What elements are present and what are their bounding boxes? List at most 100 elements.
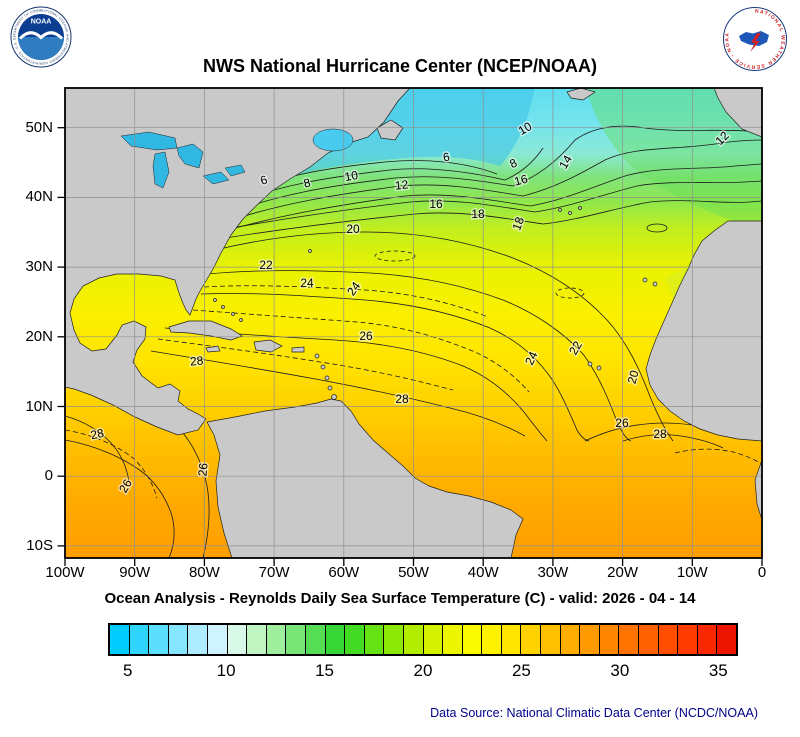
colorbar-tick-label: 15 <box>315 661 335 680</box>
island-hispaniola <box>253 339 283 353</box>
colorbar-segment <box>227 625 248 654</box>
colorbar-tick-label: 35 <box>708 661 728 680</box>
colorbar-segment <box>129 625 150 654</box>
contour-label: 26 <box>615 416 629 430</box>
colorbar-segment <box>247 625 267 654</box>
grid-lines <box>65 88 762 558</box>
lon-tick-label: 0 <box>757 564 767 581</box>
contour-label: 28 <box>653 427 667 441</box>
lon-tick-label: 40W <box>467 564 499 581</box>
colorbar-segment <box>541 625 561 654</box>
land-north-america <box>65 88 411 436</box>
contour-label: 28 <box>189 353 204 368</box>
colorbar-segment <box>305 625 326 654</box>
contour-label: 18 <box>471 207 485 221</box>
contour-label: 16 <box>513 172 530 189</box>
colorbar-segment <box>149 625 169 654</box>
contour-label: 12 <box>394 177 409 192</box>
lon-tick-label: 20W <box>607 564 639 581</box>
colorbar-segment <box>580 625 600 654</box>
colorbar-segment <box>717 625 736 654</box>
lon-tick-label: 70W <box>258 564 290 581</box>
colorbar-segment <box>658 625 679 654</box>
land-newfoundland <box>376 119 404 141</box>
land-masses <box>65 88 762 558</box>
land-south-america <box>206 398 524 558</box>
colorbar-segment <box>501 625 522 654</box>
contour-label: 26 <box>359 329 373 343</box>
nws-lightning-icon <box>750 33 761 52</box>
colorbar-segment <box>521 625 542 654</box>
colorbar-segment <box>110 625 130 654</box>
colorbar-segment <box>266 625 287 654</box>
land-europe <box>713 88 762 138</box>
contour-label: 28 <box>395 392 409 406</box>
lon-tick-label: 80W <box>188 564 220 581</box>
colorbar-segment <box>286 625 306 654</box>
data-source: Data Source: National Climatic Data Cent… <box>430 706 758 720</box>
nws-logo: NATIONAL WEATHER SERVICE - NOAA <box>723 7 787 71</box>
colorbar-tick-label: 30 <box>610 661 630 680</box>
colorbar-segment <box>364 625 385 654</box>
colorbar-segment <box>678 625 698 654</box>
contour-label: 20 <box>625 368 642 385</box>
island-jamaica <box>205 345 221 353</box>
contour-label: 20 <box>346 222 360 236</box>
noaa-label: NOAA <box>31 19 52 26</box>
lat-tick-label: 30N <box>25 258 53 276</box>
lat-tick-label: 40N <box>25 188 53 206</box>
colorbar-tick-label: 10 <box>216 661 236 680</box>
contour-label: 24 <box>300 276 314 290</box>
cold-nw-atlantic-tint <box>235 88 535 196</box>
colorbar-segment <box>345 625 365 654</box>
colorbar-tick-label: 5 <box>122 661 133 680</box>
colorbar-segment <box>599 625 620 654</box>
colorbar-segment <box>168 625 189 654</box>
colorbar-segment <box>482 625 502 654</box>
contour-label: 28 <box>89 426 105 443</box>
colorbar-segment <box>325 625 346 654</box>
noaa-sea-icon <box>18 37 64 60</box>
colorbar-segment <box>697 625 718 654</box>
island-cuba <box>168 320 243 341</box>
colorbar-tick-label: 25 <box>511 661 531 680</box>
lon-tick-label: 10W <box>676 564 708 581</box>
colorbar-segment <box>188 625 208 654</box>
contour-label: 22 <box>259 258 273 272</box>
noaa-gull-icon <box>18 31 64 40</box>
lon-tick-label: 30W <box>537 564 569 581</box>
colorbar-segment <box>619 625 640 654</box>
contour-label: 10 <box>344 168 360 184</box>
map-caption: Ocean Analysis - Reynolds Daily Sea Surf… <box>104 590 696 607</box>
colorbar-segments <box>108 623 738 656</box>
map-frame <box>64 87 763 559</box>
colorbar-segment <box>639 625 659 654</box>
contour-label: 26 <box>195 462 210 477</box>
lat-tick-label: 10N <box>25 397 53 415</box>
colorbar-segment <box>462 625 483 654</box>
noaa-logo: NATIONAL OCEANIC AND ATMOSPHERIC ADMINIS… <box>10 6 72 68</box>
sst-contours <box>65 125 762 558</box>
colorbar-segment <box>560 625 581 654</box>
lon-axis: 100W 90W 80W 70W 60W 50W 40W 30W 20W 10W 0 <box>45 564 766 584</box>
lon-tick-label: 50W <box>398 564 429 581</box>
ne-atlantic-green-tint <box>585 88 762 228</box>
page-title: NWS National Hurricane Center (NCEP/NOAA… <box>202 56 598 76</box>
lon-tick-label: 60W <box>328 564 360 581</box>
lat-tick-label: 0 <box>44 467 53 485</box>
lon-tick-label: 90W <box>119 564 151 581</box>
colorbar-segment <box>403 625 424 654</box>
lat-tick-label: 20N <box>25 327 53 345</box>
axis-ticks <box>57 127 763 566</box>
land-africa-gabon <box>754 459 762 521</box>
colorbar-segment <box>423 625 444 654</box>
lon-tick-label: 100W <box>45 564 85 581</box>
colorbar-ticks: 5 10 15 20 25 30 35 <box>108 661 738 685</box>
lat-tick-label: 50N <box>25 118 53 136</box>
island-puerto-rico <box>291 346 305 353</box>
contour-label: 16 <box>429 197 443 211</box>
colorbar-segment <box>443 625 463 654</box>
colorbar-segment <box>207 625 228 654</box>
